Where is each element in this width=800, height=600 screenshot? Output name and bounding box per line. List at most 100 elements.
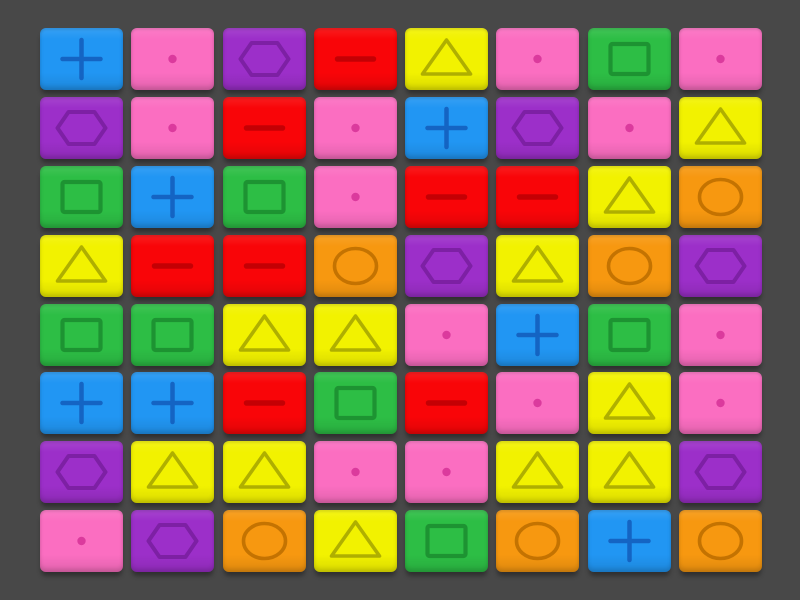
hexagon-icon (146, 523, 199, 560)
tile-r7-c5-pink-dot[interactable] (405, 441, 489, 504)
triangle-icon (146, 451, 199, 490)
tile-r4-c8-purple-hexagon[interactable] (679, 234, 763, 297)
triangle-icon (603, 451, 656, 490)
tile-r2-c4-pink-dot[interactable] (313, 96, 397, 159)
tile-r8-c1-pink-dot[interactable] (40, 510, 123, 573)
tile-r2-c3-red-minus[interactable] (222, 96, 306, 159)
dot-icon (716, 399, 725, 408)
tile-r2-c2-pink-dot[interactable] (131, 96, 215, 159)
tile-r4-c4-orange-circle[interactable] (313, 234, 397, 297)
triangle-icon (55, 244, 108, 283)
tile-r7-c7-yellow-triangle[interactable] (587, 441, 671, 504)
tile-r6-c4-green-square[interactable] (313, 372, 397, 435)
tile-r5-c3-yellow-triangle[interactable] (222, 303, 306, 366)
square-icon (608, 41, 651, 77)
tile-r8-c7-blue-plus[interactable] (587, 510, 671, 573)
tile-r1-c5-yellow-triangle[interactable] (405, 28, 489, 90)
tile-r2-c1-purple-hexagon[interactable] (40, 96, 123, 159)
hexagon-icon (55, 109, 108, 146)
tile-r1-c2-pink-dot[interactable] (131, 28, 215, 90)
plus-icon (151, 175, 195, 219)
tile-r5-c5-pink-dot[interactable] (405, 303, 489, 366)
dot-icon (533, 54, 543, 64)
tile-r6-c7-yellow-triangle[interactable] (587, 372, 671, 435)
tile-r5-c4-yellow-triangle[interactable] (313, 303, 397, 366)
plus-icon (608, 519, 651, 563)
tile-r3-c7-yellow-triangle[interactable] (587, 165, 671, 228)
triangle-icon (603, 382, 656, 421)
tile-r4-c1-yellow-triangle[interactable] (40, 234, 123, 297)
minus-icon (334, 56, 377, 62)
tile-r1-c1-blue-plus[interactable] (40, 28, 123, 90)
tile-r3-c4-pink-dot[interactable] (313, 165, 397, 228)
tile-r6-c8-pink-dot[interactable] (679, 372, 763, 435)
tile-r5-c2-green-square[interactable] (131, 303, 215, 366)
tile-r2-c8-yellow-triangle[interactable] (679, 96, 763, 159)
triangle-icon (603, 175, 656, 214)
tile-r7-c1-purple-hexagon[interactable] (40, 441, 123, 504)
tile-r6-c5-red-minus[interactable] (405, 372, 489, 435)
tile-r8-c6-orange-circle[interactable] (496, 510, 580, 573)
square-icon (334, 386, 377, 421)
tile-r8-c3-orange-circle[interactable] (222, 510, 306, 573)
tile-r2-c5-blue-plus[interactable] (405, 96, 489, 159)
circle-icon (332, 246, 379, 285)
circle-icon (515, 521, 561, 561)
dot-icon (442, 330, 451, 339)
square-icon (608, 317, 651, 352)
tile-r4-c2-red-minus[interactable] (131, 234, 215, 297)
tile-r6-c2-blue-plus[interactable] (131, 372, 215, 435)
tile-r7-c4-pink-dot[interactable] (313, 441, 397, 504)
tile-r4-c5-purple-hexagon[interactable] (405, 234, 489, 297)
hexagon-icon (511, 109, 564, 146)
tile-r8-c5-green-square[interactable] (405, 510, 489, 573)
tile-r1-c3-purple-hexagon[interactable] (222, 28, 306, 90)
triangle-icon (512, 244, 564, 283)
square-icon (60, 179, 103, 214)
tile-r1-c6-pink-dot[interactable] (496, 28, 580, 90)
tile-r6-c6-pink-dot[interactable] (496, 372, 580, 435)
tile-r5-c8-pink-dot[interactable] (679, 303, 763, 366)
tile-r6-c3-red-minus[interactable] (222, 372, 306, 435)
square-icon (151, 317, 194, 352)
plus-icon (425, 106, 468, 150)
triangle-icon (512, 451, 564, 490)
tile-r7-c6-yellow-triangle[interactable] (496, 441, 580, 504)
tile-r2-c6-purple-hexagon[interactable] (496, 96, 580, 159)
tile-r3-c1-green-square[interactable] (40, 165, 123, 228)
circle-icon (606, 246, 653, 285)
tile-r1-c8-pink-dot[interactable] (679, 28, 763, 90)
tile-r4-c7-orange-circle[interactable] (587, 234, 671, 297)
triangle-icon (329, 313, 382, 352)
triangle-icon (329, 520, 382, 559)
minus-icon (517, 194, 559, 200)
tile-r6-c1-blue-plus[interactable] (40, 372, 123, 435)
plus-icon (516, 313, 560, 356)
tile-r4-c6-yellow-triangle[interactable] (496, 234, 580, 297)
tile-r3-c6-red-minus[interactable] (496, 165, 580, 228)
tile-r4-c3-red-minus[interactable] (222, 234, 306, 297)
dot-icon (168, 54, 177, 64)
tile-r7-c8-purple-hexagon[interactable] (679, 441, 763, 504)
tile-r5-c6-blue-plus[interactable] (496, 303, 580, 366)
tile-r1-c4-red-minus[interactable] (313, 28, 397, 90)
tile-r2-c7-pink-dot[interactable] (587, 96, 671, 159)
plus-icon (151, 382, 195, 425)
circle-icon (697, 521, 744, 561)
tile-r7-c2-yellow-triangle[interactable] (131, 441, 215, 504)
dot-icon (351, 468, 360, 477)
tile-r3-c3-green-square[interactable] (222, 165, 306, 228)
tile-r3-c8-orange-circle[interactable] (679, 165, 763, 228)
tile-r8-c4-yellow-triangle[interactable] (313, 510, 397, 573)
tile-r7-c3-yellow-triangle[interactable] (222, 441, 306, 504)
dot-icon (77, 537, 86, 546)
tile-r3-c2-blue-plus[interactable] (131, 165, 215, 228)
square-icon (425, 524, 468, 559)
triangle-icon (694, 107, 747, 145)
tile-r5-c7-green-square[interactable] (587, 303, 671, 366)
tile-r8-c2-purple-hexagon[interactable] (131, 510, 215, 573)
tile-r3-c5-red-minus[interactable] (405, 165, 489, 228)
tile-r1-c7-green-square[interactable] (587, 28, 671, 90)
tile-r8-c8-orange-circle[interactable] (679, 510, 763, 573)
tile-r5-c1-green-square[interactable] (40, 303, 123, 366)
